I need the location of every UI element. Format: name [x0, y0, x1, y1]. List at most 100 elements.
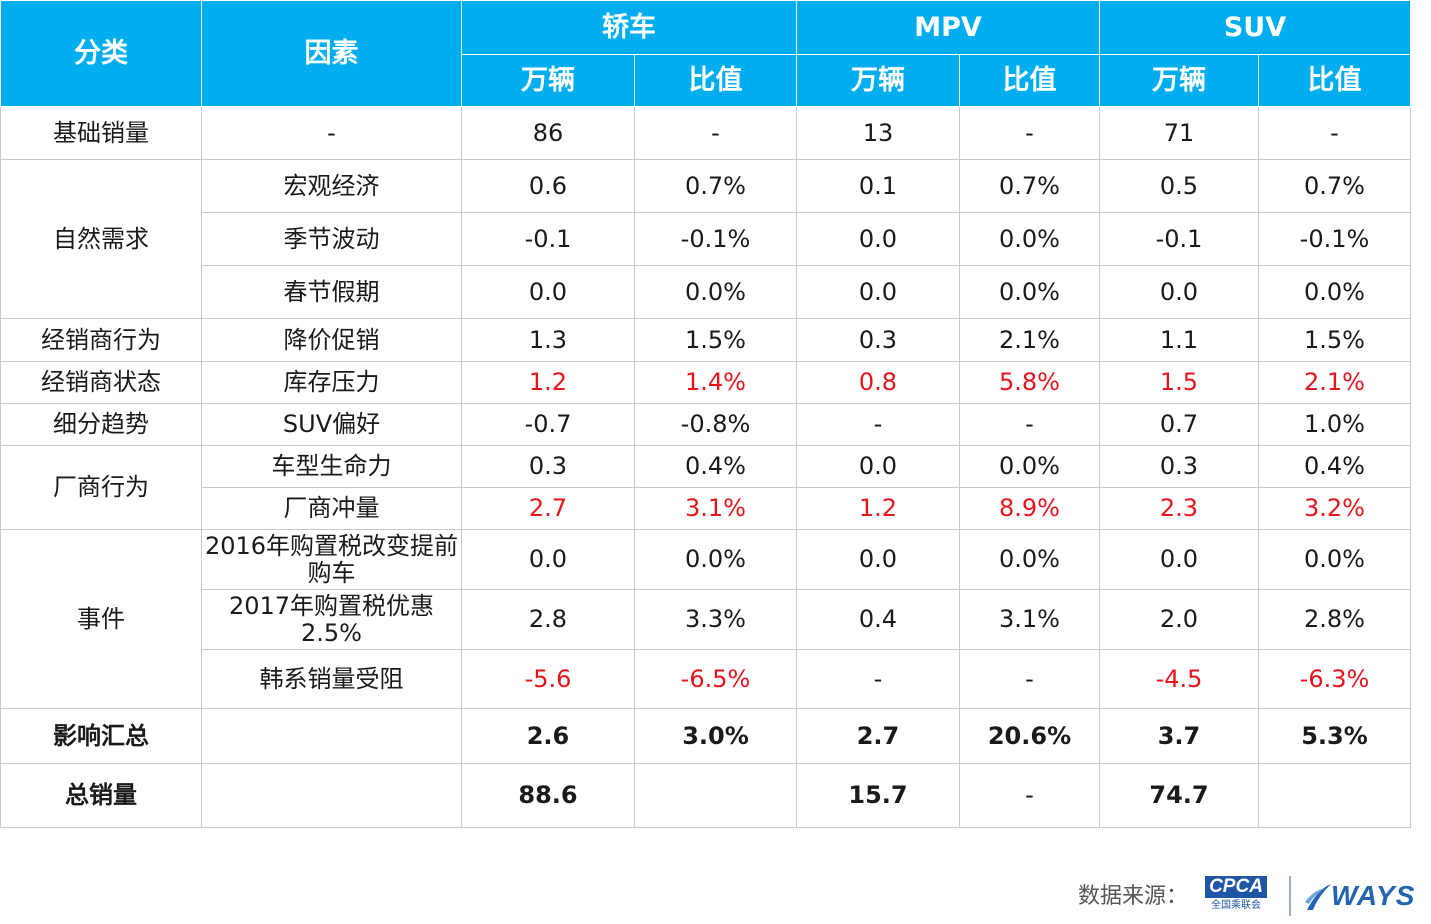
value-cell: 0.7%	[1258, 159, 1411, 213]
value-cell	[634, 763, 797, 828]
value-cell: 3.3%	[634, 589, 797, 650]
value-cell: 1.5	[1099, 361, 1259, 404]
value-cell: 0.5	[1099, 159, 1259, 213]
value-cell: 0.3	[1099, 445, 1259, 488]
value-cell: 86	[461, 106, 635, 160]
value-cell: 0.0%	[634, 265, 797, 319]
category-cell: 影响汇总	[0, 708, 202, 764]
value-cell: 1.0%	[1258, 403, 1411, 446]
table-row: 基础销量 - 86 - 13 - 71 -	[0, 106, 1411, 160]
category-cell: 经销商状态	[0, 361, 202, 404]
header-category: 分类	[0, 0, 202, 107]
cpca-logo: CPCA 全国乘联会	[1203, 874, 1269, 914]
value-cell: 0.0	[796, 265, 960, 319]
value-cell: 2.7	[461, 487, 635, 530]
factor-cell	[201, 708, 462, 764]
value-cell: 13	[796, 106, 960, 160]
header-sub-units: 万辆	[796, 54, 960, 107]
value-cell: -	[959, 763, 1100, 828]
factor-cell: 降价促销	[201, 318, 462, 362]
table-row: 季节波动 -0.1 -0.1% 0.0 0.0% -0.1 -0.1%	[1, 212, 1411, 266]
category-cell: 基础销量	[0, 106, 202, 160]
value-cell: 1.4%	[634, 361, 797, 404]
factor-cell	[201, 763, 462, 828]
value-cell: 1.3	[461, 318, 635, 362]
value-cell: 1.5%	[1258, 318, 1411, 362]
value-cell: 0.0%	[959, 529, 1100, 590]
value-cell: 0.7	[1099, 403, 1259, 446]
cpca-logo-subtitle: 全国乘联会	[1211, 900, 1261, 911]
value-cell: -0.7	[461, 403, 635, 446]
value-cell	[1258, 763, 1411, 828]
header-sub-ratio: 比值	[959, 54, 1100, 107]
value-cell: 1.5%	[634, 318, 797, 362]
table-row: 经销商行为 降价促销 1.3 1.5% 0.3 2.1% 1.1 1.5%	[0, 318, 1411, 362]
value-cell: -0.8%	[634, 403, 797, 446]
value-cell: -	[959, 403, 1100, 446]
value-cell: -0.1	[1099, 212, 1259, 266]
ways-logo: WAYS	[1303, 880, 1421, 914]
value-cell: 0.0%	[634, 529, 797, 590]
value-cell: 2.8	[461, 589, 635, 650]
category-cell: 总销量	[0, 763, 202, 828]
value-cell: -	[796, 649, 960, 709]
ways-logo-text: WAYS	[1331, 880, 1416, 911]
category-cell: 厂商行为	[0, 445, 202, 530]
value-cell: 15.7	[796, 763, 960, 828]
value-cell: 0.0	[461, 265, 635, 319]
value-cell: 0.6	[461, 159, 635, 213]
factor-cell: 韩系销量受阻	[201, 649, 462, 709]
value-cell: 20.6%	[959, 708, 1100, 764]
value-cell: -0.1	[461, 212, 635, 266]
factor-cell: 季节波动	[201, 212, 462, 266]
value-cell: 5.3%	[1258, 708, 1411, 764]
value-cell: -	[959, 106, 1100, 160]
value-cell: 0.7%	[959, 159, 1100, 213]
table-row: 影响汇总 2.6 3.0% 2.7 20.6% 3.7 5.3%	[0, 708, 1411, 764]
table-row: 厂商冲量 2.7 3.1% 1.2 8.9% 2.3 3.2%	[1, 487, 1411, 530]
value-cell: 2.3	[1099, 487, 1259, 530]
value-cell: -6.3%	[1258, 649, 1411, 709]
value-cell: 8.9%	[959, 487, 1100, 530]
table-row: 细分趋势 SUV偏好 -0.7 -0.8% - - 0.7 1.0%	[0, 403, 1411, 446]
header-sub-ratio: 比值	[1258, 54, 1411, 107]
cpca-logo-mark: CPCA	[1205, 876, 1267, 898]
factor-cell: 2017年购置税优惠2.5%	[201, 589, 462, 650]
value-cell: 0.0%	[1258, 265, 1411, 319]
value-cell: 2.1%	[959, 318, 1100, 362]
table-row: 经销商状态 库存压力 1.2 1.4% 0.8 5.8% 1.5 2.1%	[0, 361, 1411, 404]
logo-divider	[1289, 876, 1291, 916]
source-footer: 数据来源： CPCA 全国乘联会 WAYS	[1078, 870, 1423, 918]
factor-cell: 厂商冲量	[201, 487, 462, 530]
value-cell: 3.7	[1099, 708, 1259, 764]
header-sub-units: 万辆	[461, 54, 635, 107]
value-cell: 0.1	[796, 159, 960, 213]
value-cell: 1.1	[1099, 318, 1259, 362]
value-cell: 1.2	[461, 361, 635, 404]
factor-cell: -	[201, 106, 462, 160]
table-row: 春节假期 0.0 0.0% 0.0 0.0% 0.0 0.0%	[1, 265, 1411, 319]
category-cell: 自然需求	[0, 159, 202, 319]
value-cell: 0.0%	[959, 265, 1100, 319]
value-cell: 0.0	[1099, 529, 1259, 590]
value-cell: 0.0	[461, 529, 635, 590]
factor-cell: 车型生命力	[201, 445, 462, 488]
ways-swoosh-icon	[1305, 884, 1331, 910]
value-cell: 0.8	[796, 361, 960, 404]
value-cell: 0.0	[796, 445, 960, 488]
value-cell: 0.3	[461, 445, 635, 488]
header-factor: 因素	[201, 0, 462, 107]
source-label: 数据来源：	[1078, 884, 1189, 909]
table-row: 事件 2016年购置税改变提前购车 0.0 0.0% 0.0 0.0% 0.0 …	[0, 529, 1411, 709]
value-cell: 2.7	[796, 708, 960, 764]
value-cell: 0.0%	[1258, 529, 1411, 590]
category-cell: 经销商行为	[0, 318, 202, 362]
table-row: 厂商行为 车型生命力 0.3 0.4% 0.0 0.0% 0.3 0.4%	[0, 445, 1411, 530]
header-sub-ratio: 比值	[634, 54, 797, 107]
factor-cell: 春节假期	[201, 265, 462, 319]
value-cell: 88.6	[461, 763, 635, 828]
value-cell: 71	[1099, 106, 1259, 160]
header-sub-units: 万辆	[1099, 54, 1259, 107]
factor-cell: 宏观经济	[201, 159, 462, 213]
value-cell: 0.3	[796, 318, 960, 362]
